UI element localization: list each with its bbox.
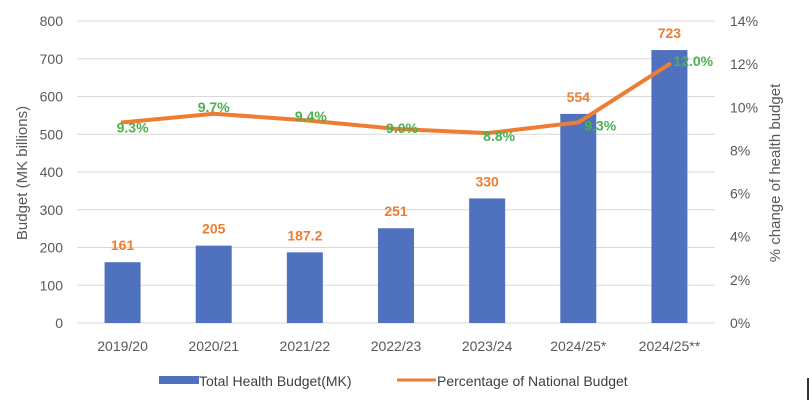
y-tick-label: 300 [40,202,64,218]
line-segment [576,62,672,125]
gridlines [77,20,715,324]
line-data-label: 9.4% [295,108,327,124]
y-tick-label: 0 [55,315,63,331]
bar [195,245,232,323]
line-point [303,118,307,122]
x-tick-label: 2021/22 [280,338,331,354]
legend-label-bar: Total Health Budget(MK) [199,373,352,389]
bar [286,252,323,323]
line-point [212,112,216,116]
bar-data-label: 187.2 [287,227,322,243]
y-axis-right-ticks: 0% 2% 4% 6% 8% 10% 12% 14% [730,13,758,331]
text-cursor-mark [807,378,809,400]
bar [651,50,688,323]
line-segment [394,126,490,136]
x-tick-label: 2019/20 [97,338,148,354]
line-data-label: 9.3% [117,119,149,135]
y2-tick-label: 10% [730,99,758,115]
bar [469,198,506,323]
line-point [121,120,125,124]
data-labels: 161 205 187.2 251 330 554 723 9.3% 9.7% 9.4% 9.0% 8… [111,25,714,253]
x-tick-label: 2024/25** [639,338,701,354]
bar-data-label: 330 [475,173,499,189]
bar-data-label: 205 [202,221,226,237]
line-series [120,62,672,136]
legend: Total Health Budget(MK) Percentage of Na… [159,373,628,389]
y2-tick-label: 6% [730,186,750,202]
bar [560,113,597,324]
y2-tick-label: 14% [730,13,758,29]
line-data-label: 9.7% [198,99,230,115]
x-tick-label: 2020/21 [188,338,239,354]
line-data-label: 12.0% [673,53,713,69]
legend-swatch-bar [159,376,199,384]
y-tick-label: 600 [40,89,64,105]
line-segment [211,111,307,123]
x-tick-label: 2023/24 [462,338,513,354]
line-data-label: 9.3% [584,117,616,133]
line-segment [485,120,581,136]
line-point [394,127,398,131]
line-segment [120,111,216,125]
bar-data-label: 251 [384,203,408,219]
legend-label-line: Percentage of National Budget [437,373,628,389]
y2-tick-label: 4% [730,229,750,245]
bar-data-label: 723 [658,25,682,41]
y-tick-label: 800 [40,13,64,29]
y-axis-left-ticks: 0 100 200 300 400 500 600 700 800 [40,13,64,331]
y-axis-left-title: Budget (MK billions) [14,106,31,240]
x-tick-label: 2022/23 [371,338,422,354]
line-segment [302,118,398,131]
x-axis-ticks: 2019/20 2020/21 2021/22 2022/23 2023/24 2024/… [97,338,700,354]
y2-tick-label: 2% [730,272,750,288]
bar [104,262,141,323]
y-tick-label: 700 [40,51,64,67]
y2-tick-label: 12% [730,56,758,72]
y-axis-right-title: % change of health budget [767,83,784,262]
bar-data-label: 554 [567,89,591,105]
y-tick-label: 100 [40,277,64,293]
y2-tick-label: 8% [730,142,750,158]
line-point [485,131,489,135]
y2-tick-label: 0% [730,315,750,331]
line-point [576,120,580,124]
line-data-label: 9.0% [386,120,418,136]
bar [378,228,414,323]
y-tick-label: 400 [40,164,64,180]
y-tick-label: 200 [40,240,64,256]
line-point [667,62,671,66]
bar-series [104,50,688,324]
bar-data-label: 161 [111,237,135,253]
line-data-label: 8.8% [483,128,515,144]
x-tick-label: 2024/25* [550,338,607,354]
y-tick-label: 500 [40,126,64,142]
